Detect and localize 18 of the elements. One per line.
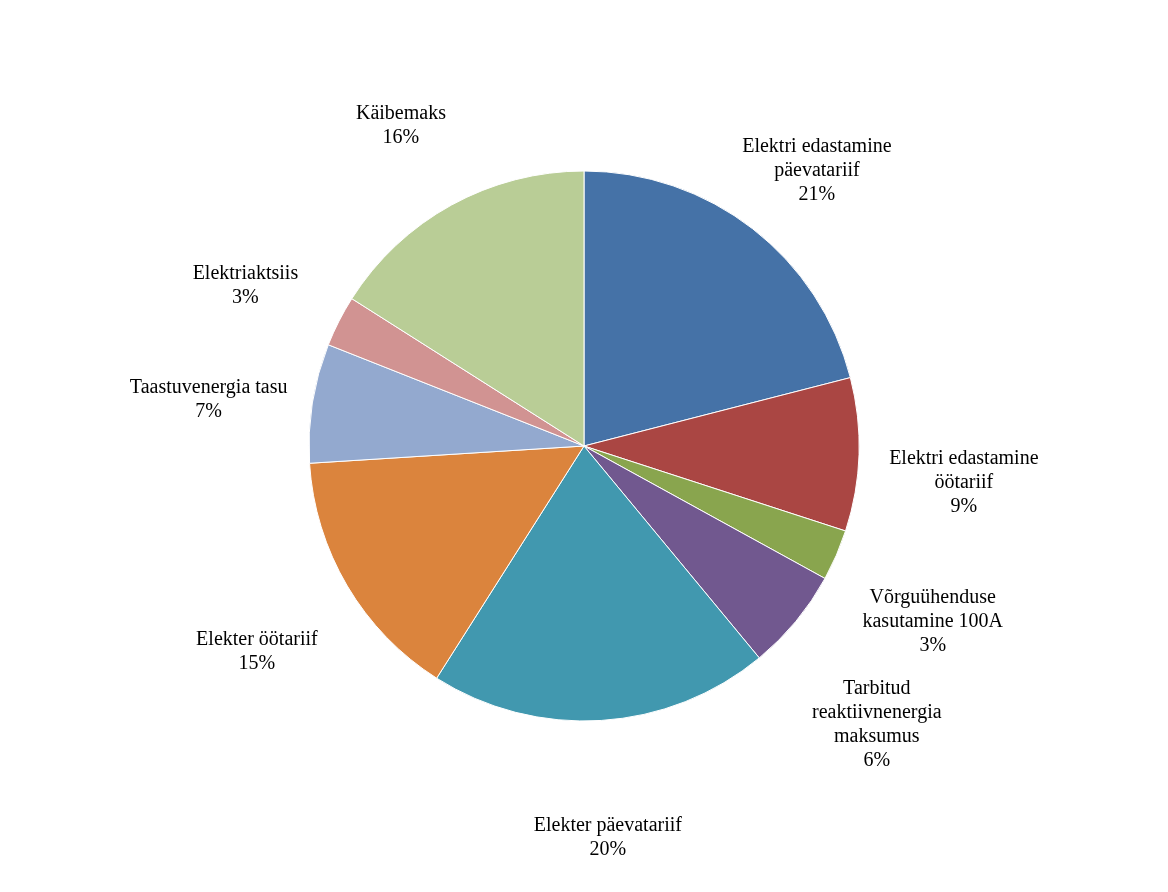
slice-label: Elektriaktsiis [192, 261, 299, 284]
slice-label: Elekter öötariif [196, 627, 319, 650]
slice-label: Tarbitud reaktiivnenergia maksumus [812, 676, 942, 747]
data-label: 3% [232, 285, 259, 308]
data-label: 9% [950, 493, 978, 516]
data-label: 7% [195, 398, 223, 421]
data-label: 15% [238, 651, 276, 674]
data-label: 6% [863, 748, 891, 771]
slice-label: Elektri edastamine päevatariif [742, 133, 892, 181]
data-label: 3% [919, 632, 947, 655]
slice-label: Elekter päevatariif [533, 813, 683, 837]
slice-label: Taastuvenergia tasu [129, 374, 288, 398]
slice-label: Käibemaks [355, 101, 447, 123]
slice-label: Võrguühenduse kasutamine 100A [862, 584, 1004, 631]
data-label: 20% [589, 837, 627, 860]
data-label: 16% [382, 125, 420, 147]
data-label: 21% [798, 181, 836, 204]
slice-label: Elektri edastamine öötariif [889, 445, 1039, 492]
